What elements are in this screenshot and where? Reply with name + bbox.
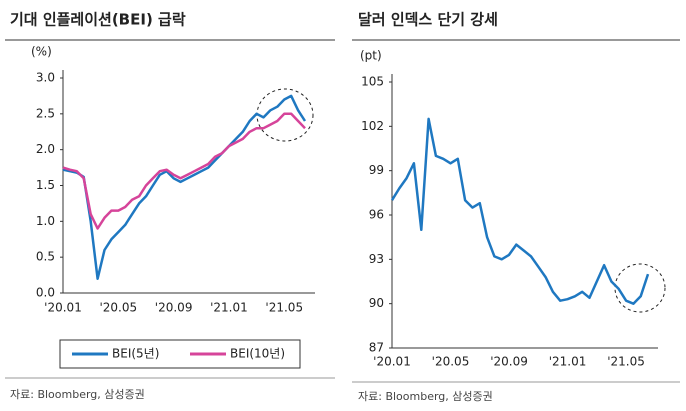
legend-label: BEI(10년) — [230, 347, 285, 361]
line-series — [390, 117, 650, 305]
y-tick-label: 3.0 — [36, 71, 55, 85]
y-tick-label: 0.5 — [36, 250, 55, 264]
source: 자료: Bloomberg, 삼성증권 — [10, 388, 145, 401]
legend-box — [59, 339, 301, 369]
y-tick-label: 2.0 — [36, 142, 55, 156]
x-tick-label: '21.01 — [549, 355, 587, 369]
highlight-circle — [614, 263, 666, 313]
y-tick-label: 2.5 — [36, 106, 55, 120]
y-tick-label: 102 — [361, 119, 384, 133]
line-series — [62, 112, 306, 230]
y-tick-label: 0.0 — [36, 286, 55, 300]
x-tick-label: '20.01 — [44, 301, 82, 315]
y-tick-label: 96 — [369, 208, 384, 222]
x-tick-label: '20.01 — [373, 355, 411, 369]
x-tick-label: '21.05 — [607, 355, 645, 369]
y-tick-label: 1.0 — [36, 214, 55, 228]
line-series — [62, 94, 307, 280]
x-tick-label: '20.09 — [155, 301, 193, 315]
chart-title: 기대 인플레이션(BEI) 급락 — [10, 11, 186, 29]
y-tick-label: 93 — [369, 252, 384, 266]
y-unit: (pt) — [360, 49, 382, 63]
x-tick-label: '21.01 — [210, 301, 248, 315]
y-unit: (%) — [31, 45, 52, 59]
x-tick-label: '20.05 — [99, 301, 137, 315]
x-tick-label: '20.05 — [432, 355, 470, 369]
x-tick-label: '21.05 — [265, 301, 303, 315]
y-tick-label: 1.5 — [36, 178, 55, 192]
y-tick-label: 90 — [369, 296, 384, 310]
y-tick-label: 99 — [369, 163, 384, 177]
source: 자료: Bloomberg, 삼성증권 — [358, 390, 493, 403]
x-tick-label: '20.09 — [490, 355, 528, 369]
legend-label: BEI(5년) — [112, 347, 159, 361]
y-tick-label: 87 — [369, 341, 384, 355]
y-tick-label: 105 — [361, 75, 384, 89]
chart-title: 달러 인덱스 단기 강세 — [358, 11, 498, 29]
